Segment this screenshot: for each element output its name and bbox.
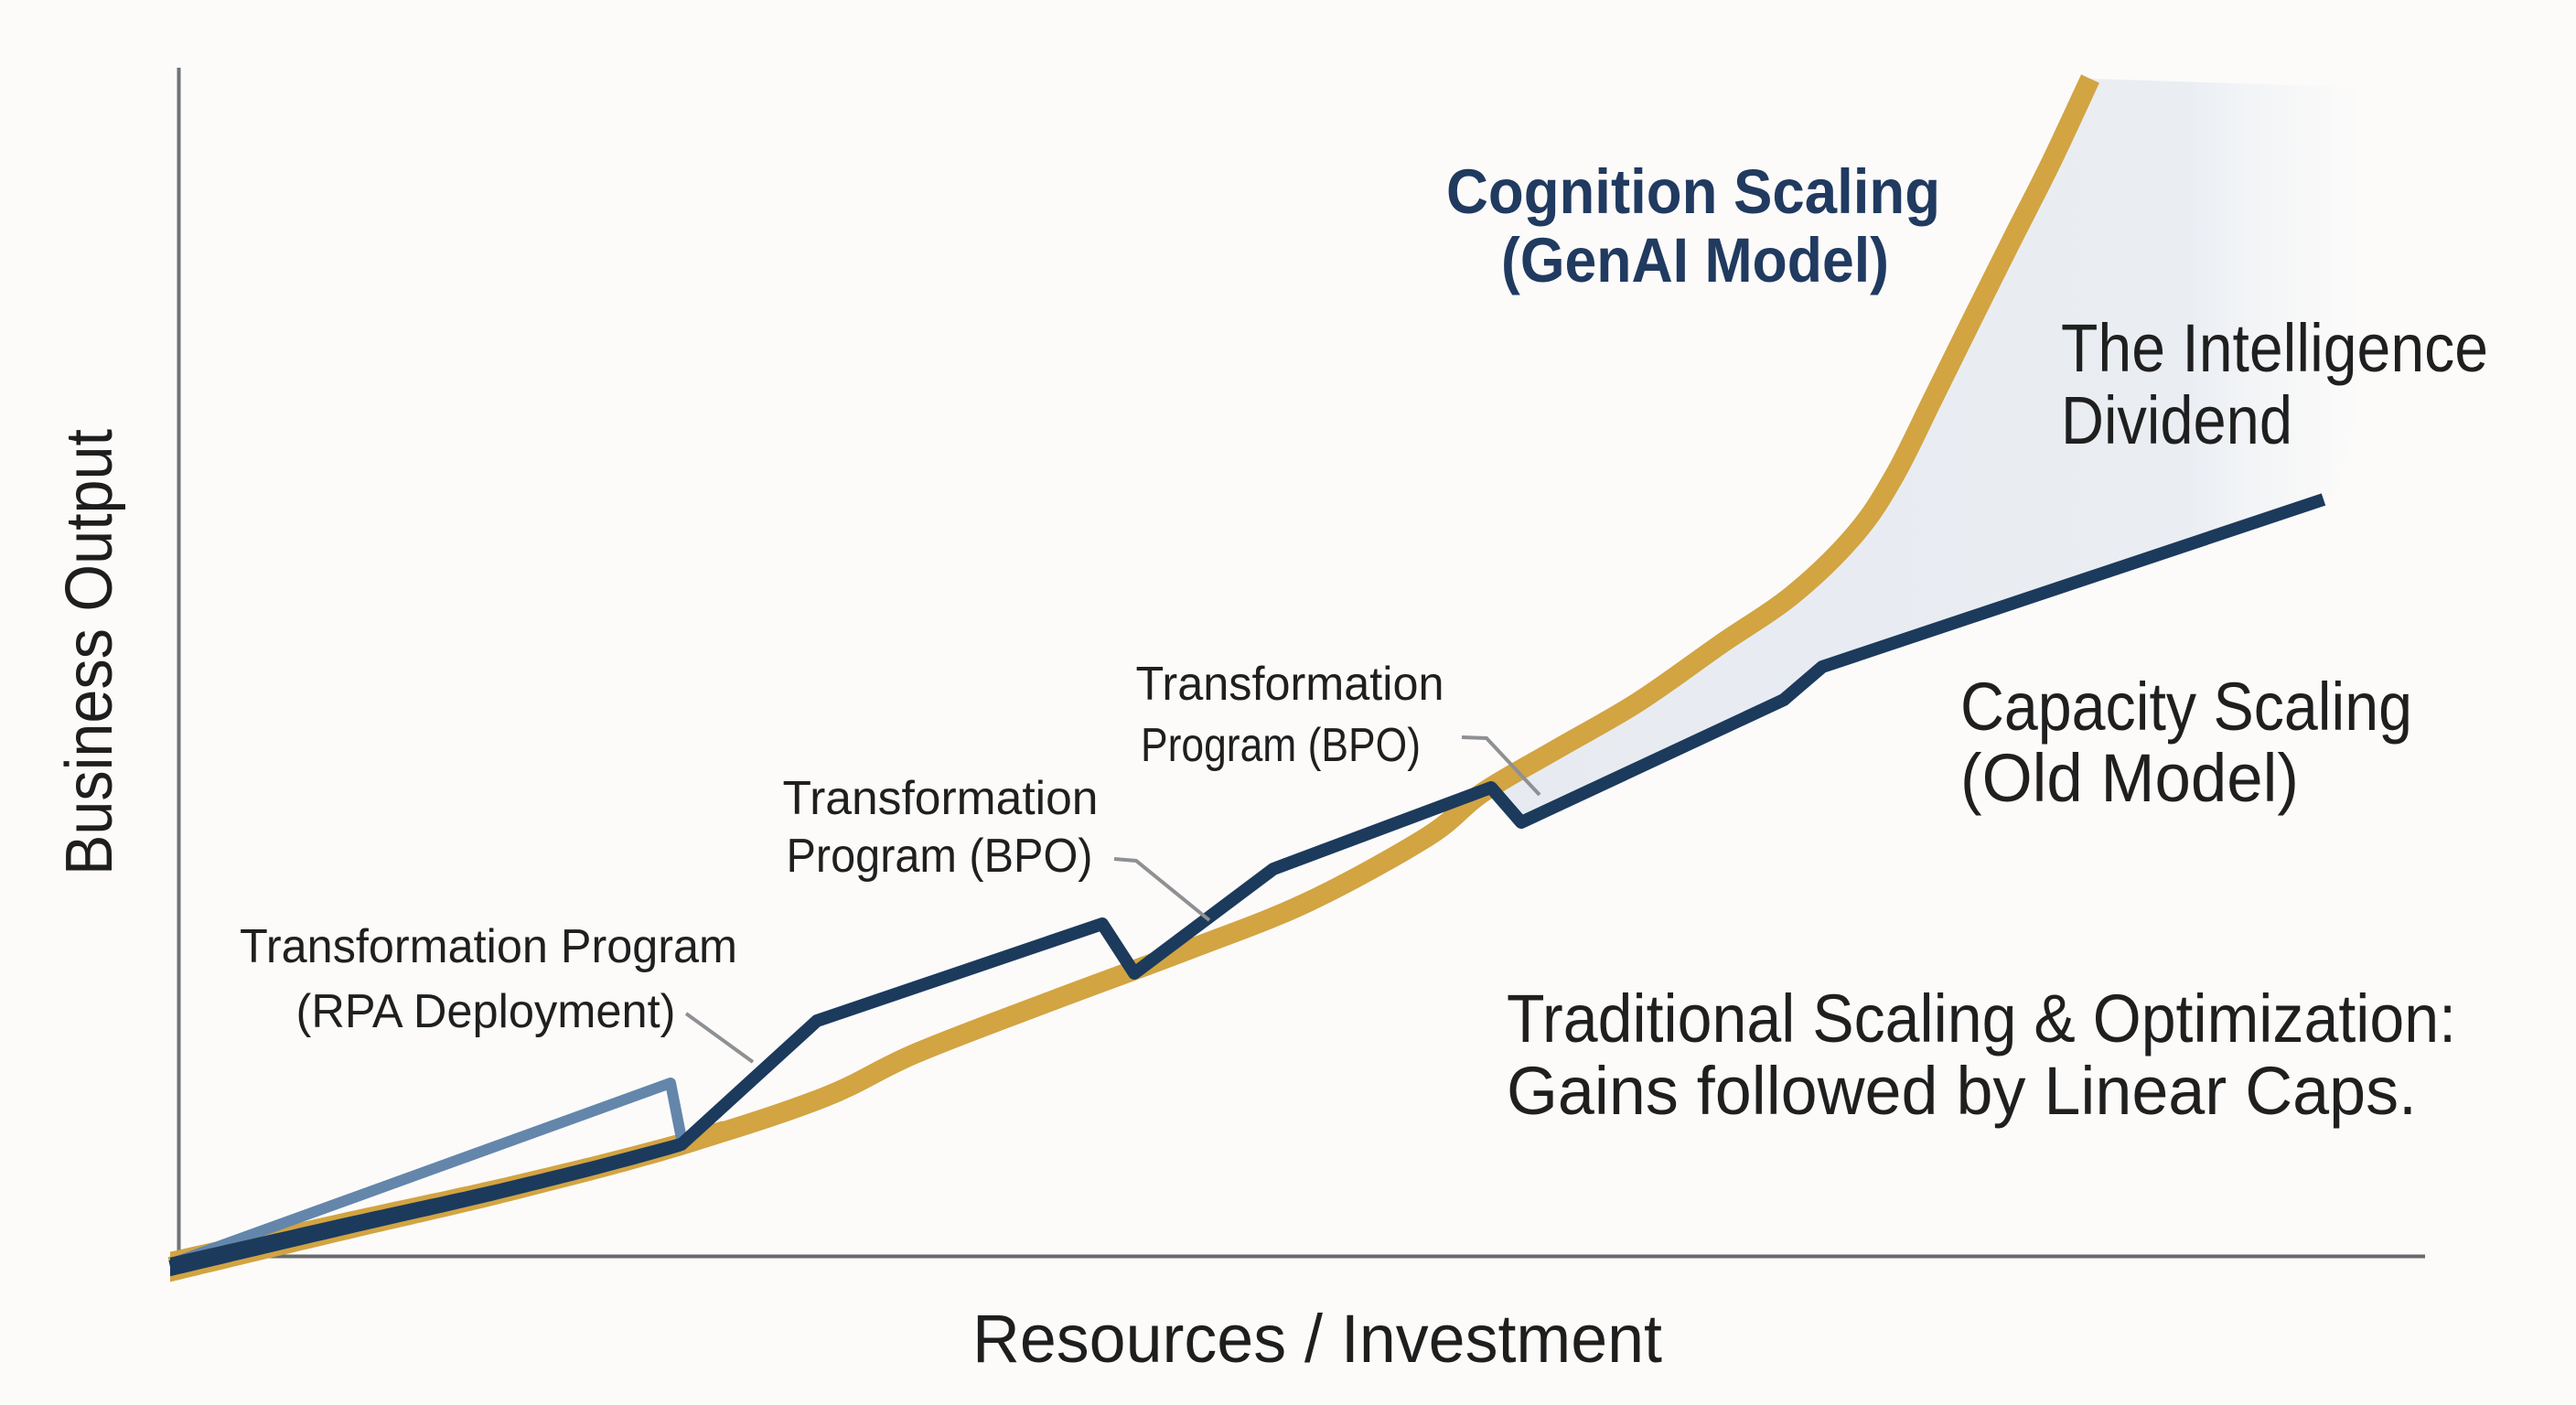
svg-text:(GenAI Model): (GenAI Model) bbox=[1501, 225, 1889, 295]
svg-text:Program (BPO): Program (BPO) bbox=[787, 830, 1093, 883]
svg-text:Transformation: Transformation bbox=[1136, 658, 1444, 711]
svg-text:Transformation Program: Transformation Program bbox=[240, 920, 737, 973]
svg-text:Transformation: Transformation bbox=[783, 772, 1099, 825]
svg-text:The Intelligence: The Intelligence bbox=[2061, 310, 2488, 386]
svg-text:Cognition Scaling: Cognition Scaling bbox=[1446, 156, 1940, 227]
svg-text:Dividend: Dividend bbox=[2061, 382, 2292, 458]
svg-text:Gains followed by Linear Caps.: Gains followed by Linear Caps. bbox=[1507, 1053, 2417, 1129]
svg-text:Capacity Scaling: Capacity Scaling bbox=[1960, 669, 2412, 745]
svg-text:Program (BPO): Program (BPO) bbox=[1141, 719, 1421, 772]
svg-text:(Old Model): (Old Model) bbox=[1960, 740, 2299, 816]
svg-text:(RPA Deployment): (RPA Deployment) bbox=[296, 985, 676, 1038]
svg-text:Business Output: Business Output bbox=[53, 429, 126, 875]
svg-text:Traditional Scaling & Optimiza: Traditional Scaling & Optimization: bbox=[1507, 981, 2456, 1056]
svg-text:Resources / Investment: Resources / Investment bbox=[972, 1301, 1662, 1377]
